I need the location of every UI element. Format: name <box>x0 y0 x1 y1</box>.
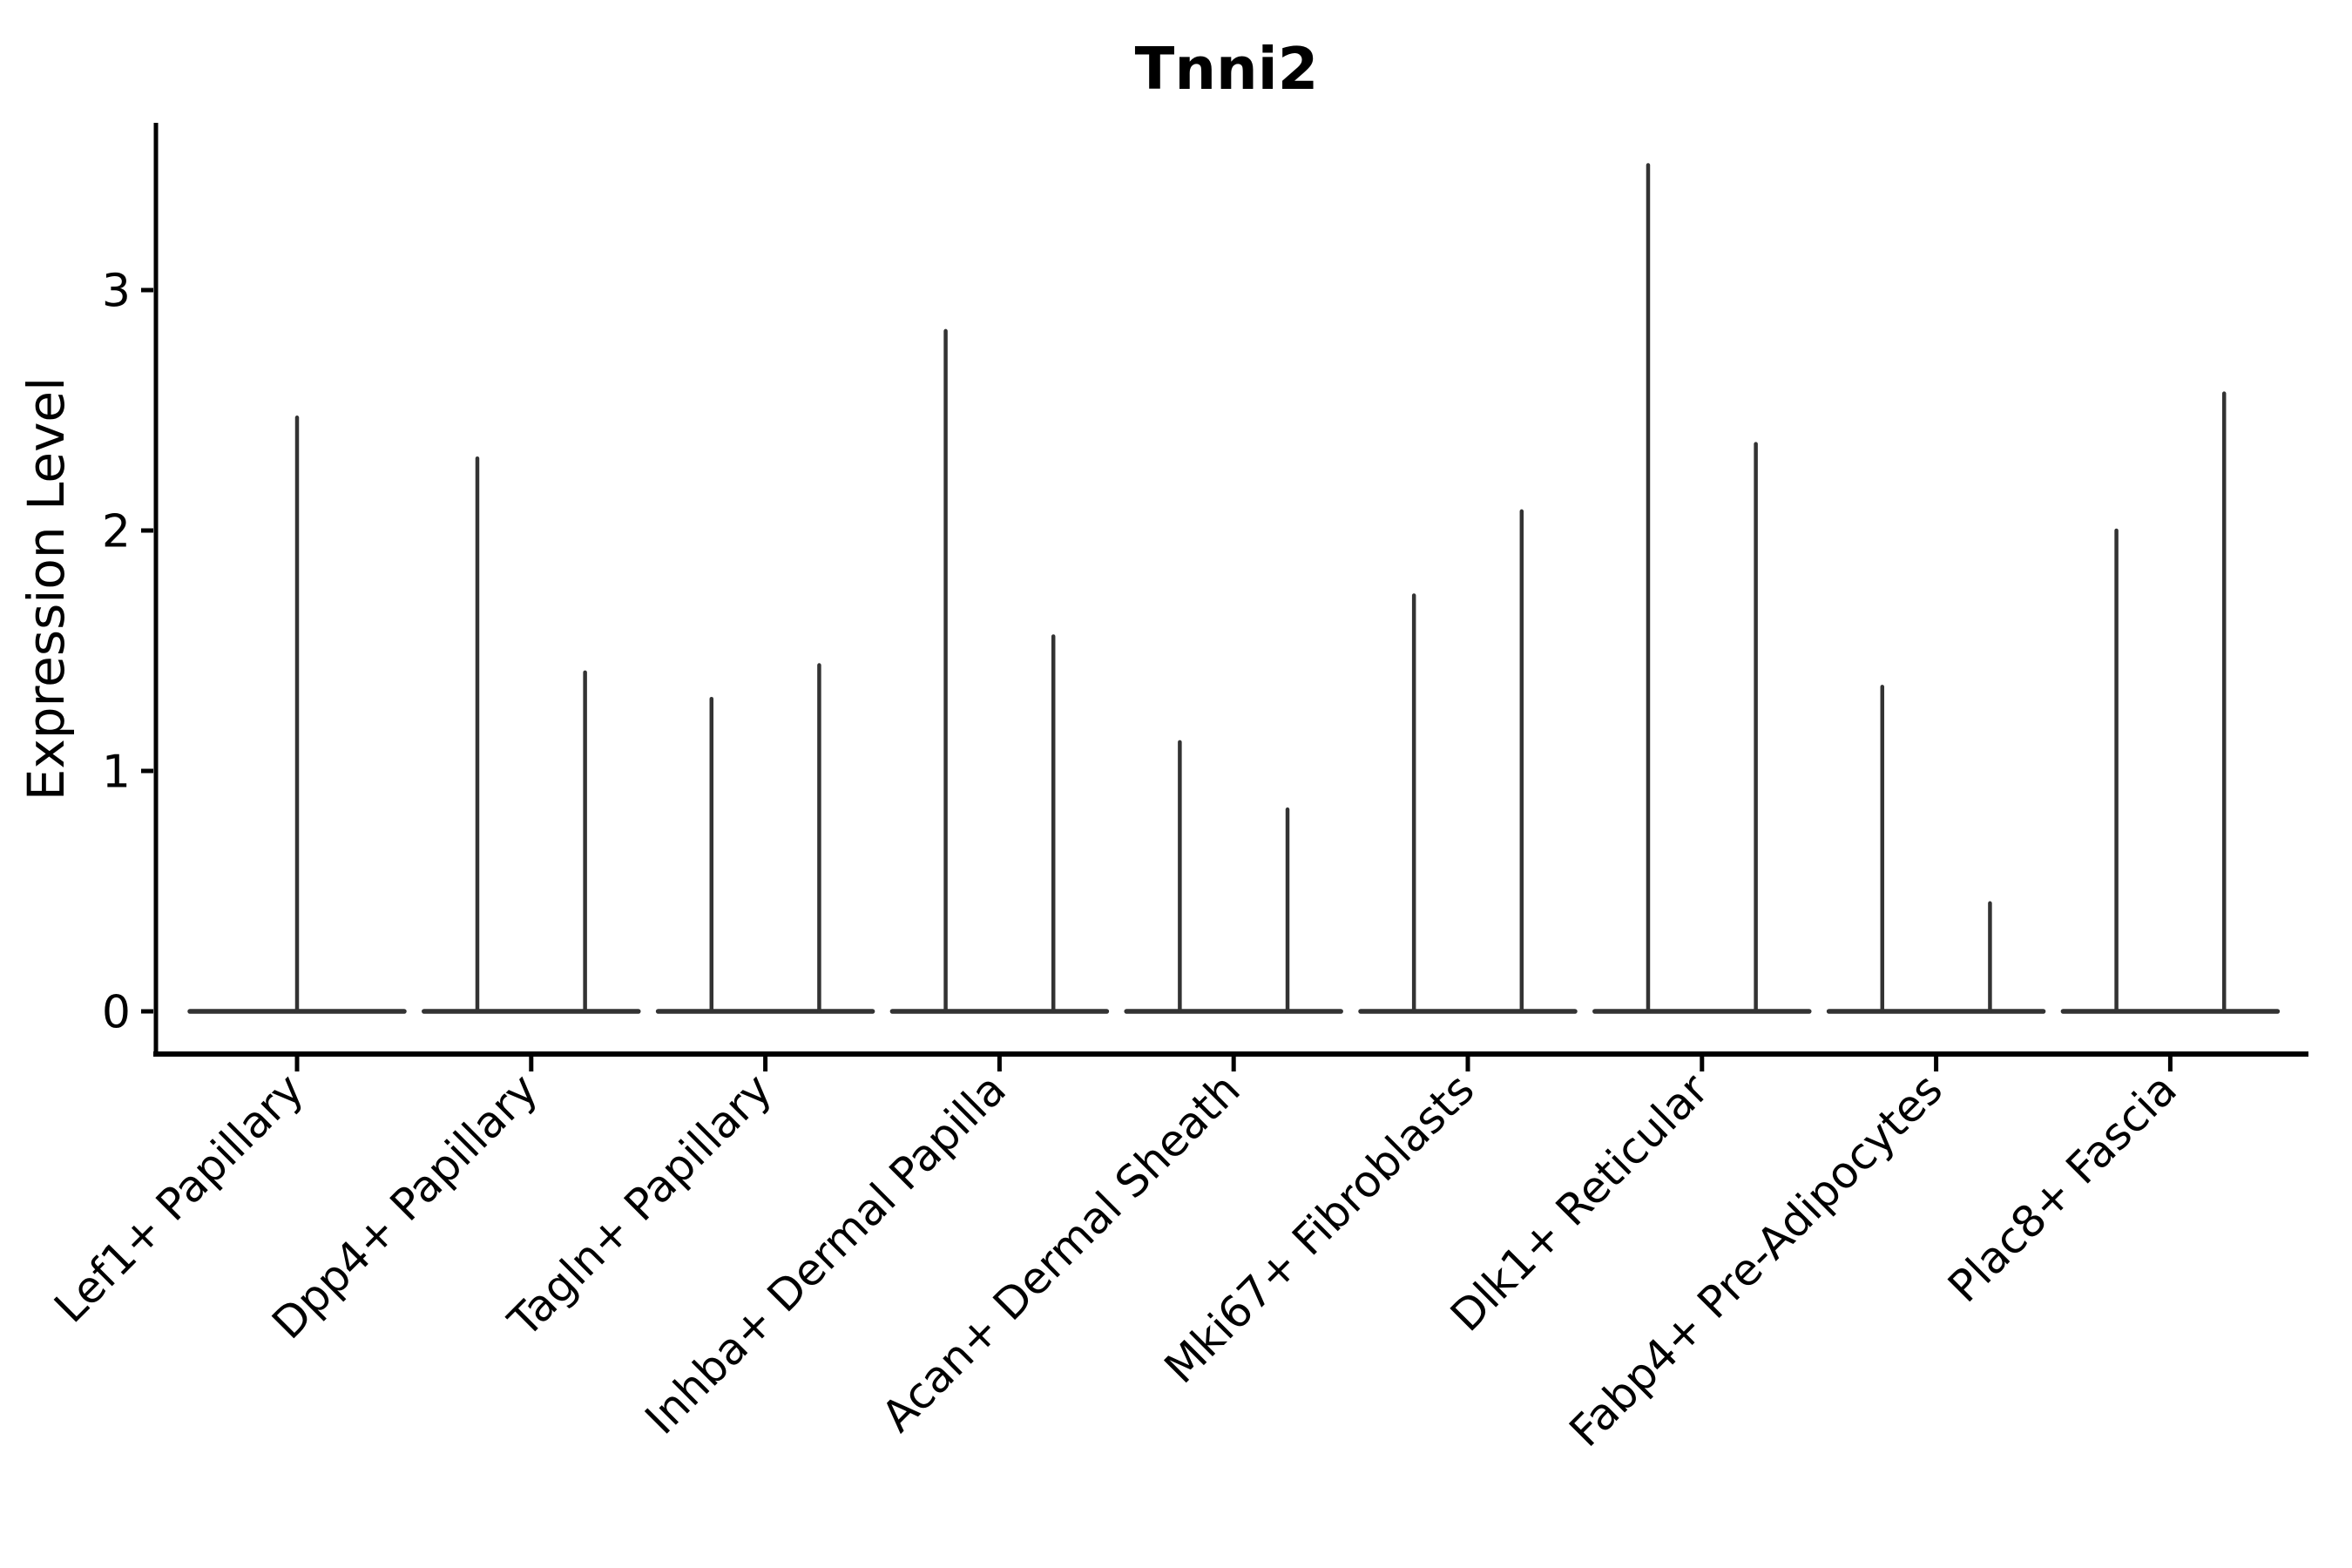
y-tick-label: 3 <box>102 266 131 318</box>
y-tick-label: 1 <box>102 747 131 799</box>
x-tick-label: Plac8+ Fascia <box>1938 1064 2186 1312</box>
y-tick-label: 0 <box>102 987 131 1039</box>
x-tick-label: Dlk1+ Reticular <box>1441 1064 1718 1341</box>
x-tick-label: Lef1+ Papillary <box>44 1064 313 1332</box>
y-axis-label: Expression Level <box>17 377 76 801</box>
x-tick-label: Fabp4+ Pre-Adipocytes <box>1560 1064 1953 1456</box>
chart-title: Tnni2 <box>1135 35 1319 103</box>
y-tick-label: 2 <box>102 506 131 558</box>
